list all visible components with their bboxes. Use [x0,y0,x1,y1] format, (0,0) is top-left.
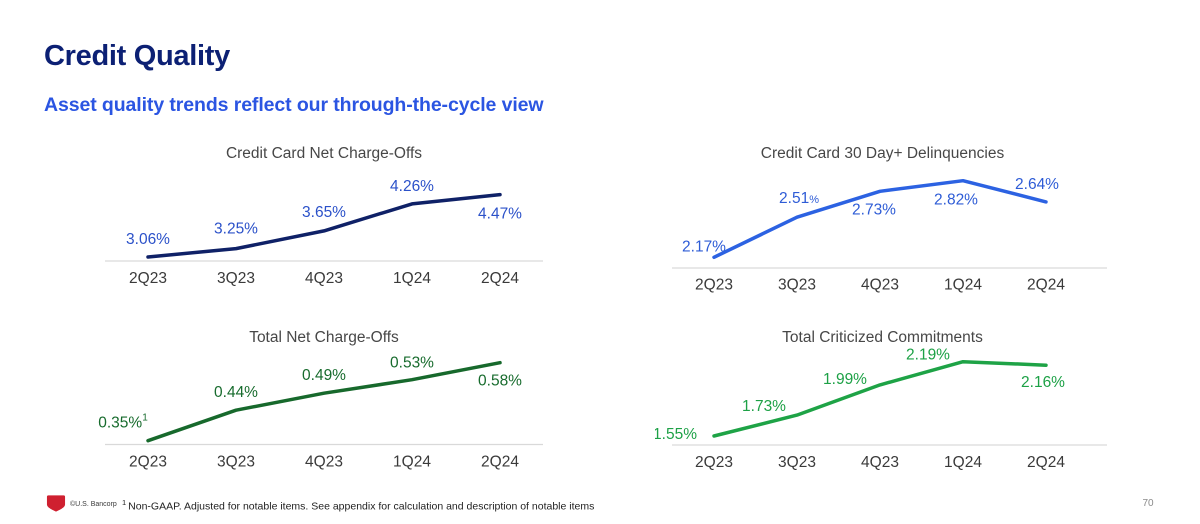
page-number: 70 [1142,498,1154,509]
data-series-line [146,360,502,443]
data-label: 4.47% [478,206,522,223]
tick-label: 1Q24 [393,454,431,471]
line-chart-plot: 2.17% 2.51% 2.73% 2.82% 2.64% 2Q23 3Q23 4Q23 1Q2… [672,176,1107,294]
tick-label: 4Q23 [861,277,899,294]
data-label: 2.51% [779,190,819,207]
data-label: 2.17% [682,238,726,255]
data-label: 1.73% [742,398,786,415]
tick-label: 4Q23 [305,270,343,287]
footnote: 1 Non-GAAP. Adjusted for notable items. S… [122,498,594,513]
data-label: 3.65% [302,204,346,221]
chart-total-net-charge-offs: Total Net Charge-Offs 0.35%1 0.44% 0.49% 0.… [75,322,573,484]
tick-label: 2Q24 [1027,277,1065,294]
data-label: 4.26% [390,178,434,195]
data-series-line [146,192,502,259]
tick-label: 4Q23 [861,454,899,471]
data-label: 0.53% [390,355,434,372]
chart-title: Credit Card 30 Day+ Delinquencies [760,145,1005,162]
tick-label: 2Q24 [481,270,519,287]
footnote-superscript: 1 [122,498,127,507]
tick-label: 2Q23 [129,270,167,287]
data-label: 0.49% [302,367,346,384]
tick-label: 2Q24 [1027,454,1065,471]
data-label: 1.99% [823,371,867,388]
data-label: 2.82% [934,192,978,209]
tick-label: 3Q23 [778,277,816,294]
tick-label: 2Q23 [695,277,733,294]
data-label: 2.64% [1015,176,1059,193]
chart-credit-card-30day-delinquencies: Credit Card 30 Day+ Delinquencies 2.17% 2… [655,140,1110,302]
tick-label: 2Q24 [481,454,519,471]
chart-title: Total Criticized Commitments [782,329,983,346]
data-label: 0.44% [214,384,258,401]
data-label: 2.16% [1021,374,1065,391]
chart-title: Total Net Charge-Offs [249,329,399,346]
copyright-text: ©U.S. Bancorp [70,501,117,508]
tick-label: 2Q23 [695,454,733,471]
data-label: 1.55% [655,426,697,443]
page-subtitle: Asset quality trends reflect our through… [44,94,544,116]
chart-credit-card-net-charge-offs: Credit Card Net Charge-Offs 3.06% 3.25% 3.… [75,140,573,302]
data-series-line [712,178,1048,260]
tick-label: 3Q23 [217,270,255,287]
tick-label: 1Q24 [393,270,431,287]
data-label: 2.19% [906,347,950,364]
data-label: 0.35%1 [98,413,148,432]
data-label: 0.58% [478,373,522,390]
footnote-text: Non-GAAP. Adjusted for notable items. Se… [128,500,595,513]
data-label: 2.73% [852,201,896,218]
line-chart-plot: 3.06% 3.25% 3.65% 4.26% 4.47% 2Q23 3Q23 4Q23 1Q2… [105,178,543,287]
tick-label: 1Q24 [944,454,982,471]
data-series-line [712,359,1048,438]
us-bancorp-shield-icon [46,495,66,512]
page-title: Credit Quality [44,40,230,72]
data-label: 3.25% [214,221,258,238]
data-label: 3.06% [126,231,170,248]
chart-title: Credit Card Net Charge-Offs [225,145,423,162]
tick-label: 1Q24 [944,277,982,294]
line-chart-plot: 0.35%1 0.44% 0.49% 0.53% 0.58% 2Q23 3Q23 4Q23 1Q… [98,355,543,471]
line-chart-plot: 1.55% 1.73% 1.99% 2.19% 2.16% 2Q23 3Q23 4Q23 1Q2… [655,347,1107,471]
tick-label: 2Q23 [129,454,167,471]
tick-label: 4Q23 [305,454,343,471]
chart-total-criticized-commitments: Total Criticized Commitments 1.55% 1.73% 1… [655,322,1110,484]
tick-label: 3Q23 [217,454,255,471]
tick-label: 3Q23 [778,454,816,471]
